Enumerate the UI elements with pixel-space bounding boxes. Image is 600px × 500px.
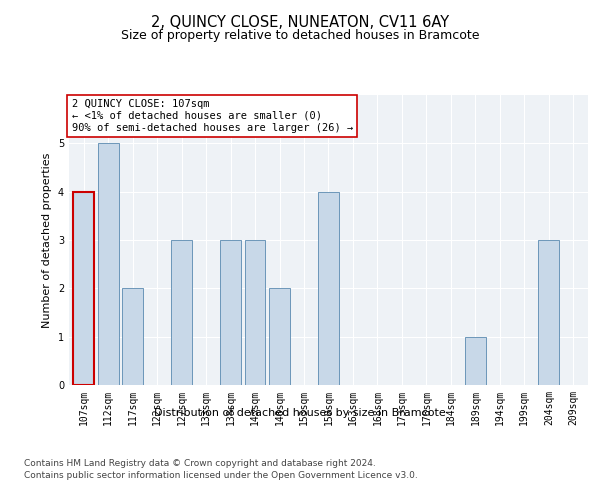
- Text: Distribution of detached houses by size in Bramcote: Distribution of detached houses by size …: [154, 408, 446, 418]
- Text: Size of property relative to detached houses in Bramcote: Size of property relative to detached ho…: [121, 28, 479, 42]
- Bar: [245, 240, 265, 385]
- Bar: [122, 288, 143, 385]
- Bar: [318, 192, 339, 385]
- Y-axis label: Number of detached properties: Number of detached properties: [43, 152, 52, 328]
- Bar: [538, 240, 559, 385]
- Text: Contains HM Land Registry data © Crown copyright and database right 2024.: Contains HM Land Registry data © Crown c…: [24, 460, 376, 468]
- Bar: [98, 144, 119, 385]
- Text: 2 QUINCY CLOSE: 107sqm
← <1% of detached houses are smaller (0)
90% of semi-deta: 2 QUINCY CLOSE: 107sqm ← <1% of detached…: [71, 100, 353, 132]
- Bar: [171, 240, 192, 385]
- Bar: [269, 288, 290, 385]
- Text: 2, QUINCY CLOSE, NUNEATON, CV11 6AY: 2, QUINCY CLOSE, NUNEATON, CV11 6AY: [151, 15, 449, 30]
- Bar: [220, 240, 241, 385]
- Bar: [73, 192, 94, 385]
- Text: Contains public sector information licensed under the Open Government Licence v3: Contains public sector information licen…: [24, 472, 418, 480]
- Bar: [465, 336, 486, 385]
